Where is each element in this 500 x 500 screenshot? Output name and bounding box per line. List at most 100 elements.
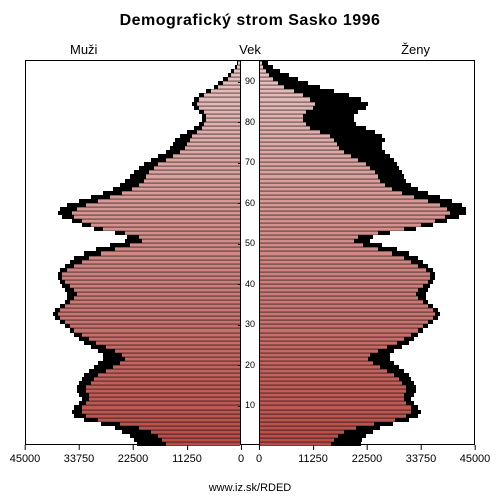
female-bar — [260, 324, 476, 328]
female-bar — [260, 284, 476, 288]
male-bar — [24, 393, 240, 397]
female-bar — [260, 61, 476, 65]
age-tick: 40 — [241, 280, 259, 289]
male-bar — [24, 401, 240, 405]
pyramid-container: Demografický strom Sasko 1996 Muži Vek Ž… — [0, 0, 500, 500]
female-bar — [260, 377, 476, 381]
age-axis: 102030405060708090 — [241, 60, 259, 445]
female-bar — [260, 174, 476, 178]
female-bar — [260, 401, 476, 405]
male-bar — [24, 264, 240, 268]
female-bar — [260, 142, 476, 146]
male-bar — [24, 430, 240, 434]
female-bar — [260, 353, 476, 357]
female-bar — [260, 422, 476, 426]
male-bar — [24, 345, 240, 349]
female-bar — [260, 114, 476, 118]
female-bar — [260, 276, 476, 280]
male-bar — [24, 195, 240, 199]
female-bar — [260, 288, 476, 292]
male-bar — [24, 93, 240, 97]
female-bar — [260, 349, 476, 353]
female-bar — [260, 65, 476, 69]
male-bar — [24, 292, 240, 296]
female-bar — [260, 106, 476, 110]
female-bar — [260, 264, 476, 268]
male-bar — [24, 142, 240, 146]
female-bar — [260, 162, 476, 166]
male-bar — [24, 134, 240, 138]
female-bar — [260, 223, 476, 227]
male-bar — [24, 231, 240, 235]
male-bar — [24, 414, 240, 418]
male-bar — [24, 211, 240, 215]
male-bar — [24, 81, 240, 85]
female-bar — [260, 304, 476, 308]
male-bar — [24, 235, 240, 239]
x-tick-right: 11250 — [298, 453, 328, 465]
female-bar — [260, 361, 476, 365]
male-bar — [24, 373, 240, 377]
male-bar — [24, 260, 240, 264]
age-tick: 50 — [241, 239, 259, 248]
male-bar — [24, 199, 240, 203]
female-bar — [260, 430, 476, 434]
female-bar — [260, 102, 476, 106]
male-bar — [24, 97, 240, 101]
female-bar — [260, 191, 476, 195]
age-tick: 30 — [241, 320, 259, 329]
age-tick: 60 — [241, 199, 259, 208]
male-bar — [24, 251, 240, 255]
female-bar — [260, 203, 476, 207]
female-bar — [260, 308, 476, 312]
male-bar — [24, 110, 240, 114]
age-tick: 20 — [241, 361, 259, 370]
female-bar — [260, 93, 476, 97]
male-bar — [24, 65, 240, 69]
female-bar — [260, 154, 476, 158]
female-bar — [260, 215, 476, 219]
male-bar — [24, 69, 240, 73]
male-bar — [24, 381, 240, 385]
female-bar — [260, 393, 476, 397]
male-bar — [24, 174, 240, 178]
female-bar — [260, 150, 476, 154]
age-tick: 70 — [241, 158, 259, 167]
female-bar — [260, 369, 476, 373]
female-bar — [260, 89, 476, 93]
female-bar — [260, 211, 476, 215]
chart-title: Demografický strom Sasko 1996 — [0, 12, 500, 30]
female-bar — [260, 126, 476, 130]
male-bar — [24, 328, 240, 332]
female-bar — [260, 69, 476, 73]
chart-area: 102030405060708090 — [25, 60, 475, 445]
male-bar — [24, 227, 240, 231]
male-bar — [24, 333, 240, 337]
male-bar — [24, 126, 240, 130]
male-bar — [24, 337, 240, 341]
female-bar — [260, 134, 476, 138]
male-bar — [24, 341, 240, 345]
female-bar — [260, 328, 476, 332]
female-bar — [260, 239, 476, 243]
female-bar — [260, 187, 476, 191]
female-bar — [260, 414, 476, 418]
female-panel — [259, 60, 475, 445]
male-bar — [24, 272, 240, 276]
male-bar — [24, 357, 240, 361]
female-bar — [260, 81, 476, 85]
female-bar — [260, 85, 476, 89]
female-bar — [260, 231, 476, 235]
female-bar — [260, 122, 476, 126]
male-bar — [24, 312, 240, 316]
female-bar — [260, 158, 476, 162]
male-bar — [24, 223, 240, 227]
male-bar — [24, 239, 240, 243]
male-bar — [24, 150, 240, 154]
male-bar — [24, 215, 240, 219]
female-bar — [260, 243, 476, 247]
male-bar — [24, 361, 240, 365]
male-bar — [24, 397, 240, 401]
male-bar — [24, 77, 240, 81]
female-bar — [260, 389, 476, 393]
